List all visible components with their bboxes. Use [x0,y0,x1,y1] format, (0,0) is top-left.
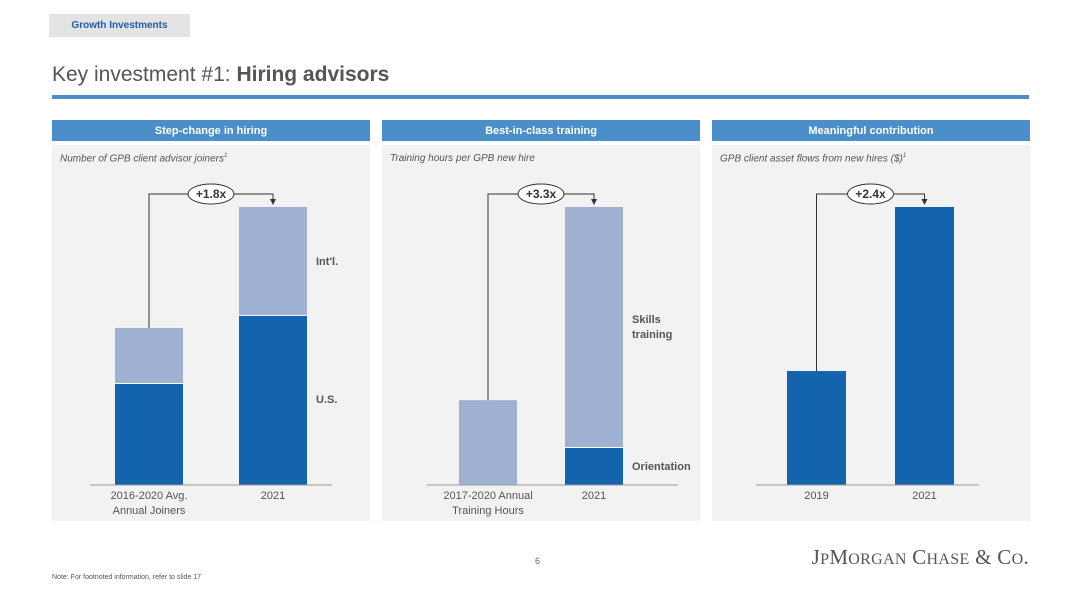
series-label: Orientation [632,461,691,473]
category-label: 2021 [912,490,936,502]
category-label: 2021 [582,490,606,502]
growth-annotation: +3.3x [526,187,557,201]
chart-panel-hiring: Number of GPB client advisor joiners1 20… [52,145,370,521]
bar-int-l--1 [239,207,307,316]
section-tag: Growth Investments [49,14,190,37]
category-label: 2017-2020 Annual Training Hours [443,490,532,517]
growth-badge [187,183,235,205]
bar-u-s--0 [115,383,183,485]
panel-header-training: Best-in-class training [382,120,700,141]
series-label: U.S. [316,394,337,406]
panel-header-hiring: Step-change in hiring [52,120,370,141]
company-logo: JPMORGAN CHASE & CO. [811,545,1029,569]
bar-skills-training-0 [459,400,517,485]
page-title-emphasis: Hiring advisors [236,63,390,86]
hiring-chart: 2016-2020 Avg. Annual Joiners 2021 Int'l. U.… [90,183,338,517]
chart-subtitle-text: Training hours per GPB new hire [390,153,535,164]
training-chart: 2017-2020 Annual Training Hours 2021 Skills… [427,183,691,517]
panel-header-contribution: Meaningful contribution [712,120,1030,141]
bar-orientation-1 [565,447,623,485]
contribution-chart: 2019 2021 +2.4x [756,183,979,502]
bar-value-1 [895,207,954,485]
category-label: 2019 [804,490,828,502]
growth-annotation: +1.8x [196,187,227,201]
category-label: 2021 [261,490,285,502]
category-label: 2016-2020 Avg. Annual Joiners [111,490,188,517]
chart-subtitle: GPB client asset flows from new hires ($… [720,153,906,164]
footnote-mark: 1 [223,153,228,159]
bar-skills-training-1 [565,207,623,448]
growth-badge [517,183,565,205]
bar-int-l--0 [115,327,183,384]
growth-arrowhead [270,199,276,205]
series-label: Skills training [632,314,672,341]
chart-subtitle-text: Number of GPB client advisor joiners [60,153,224,165]
page-number: 6 [535,556,541,566]
growth-arrowhead [591,199,597,205]
chart-panel-training: Training hours per GPB new hire 2017-202… [382,145,700,521]
page-title-prefix: Key investment #1: [52,63,237,86]
growth-badge [847,183,894,205]
series-label: Int'l. [316,256,338,268]
chart-panel-contribution: GPB client asset flows from new hires ($… [712,145,1030,521]
growth-annotation: +2.4x [855,187,886,201]
footnote-mark: 1 [902,153,907,159]
title-rule [52,95,1029,99]
bar-value-0 [787,371,846,485]
growth-arrowhead [921,199,928,205]
chart-subtitle-text: GPB client asset flows from new hires ($… [720,153,903,165]
chart-subtitle: Number of GPB client advisor joiners1 [60,153,227,164]
bar-u-s--1 [239,315,307,485]
footnote: Note: For footnoted information, refer t… [52,574,202,581]
page-title: Key investment #1: Hiring advisors [52,63,389,87]
chart-subtitle: Training hours per GPB new hire [390,153,535,164]
